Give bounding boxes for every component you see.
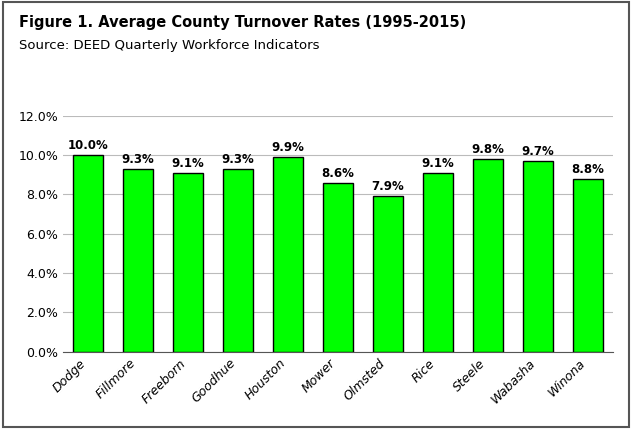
Text: 9.9%: 9.9% xyxy=(272,141,305,154)
Text: 9.1%: 9.1% xyxy=(172,157,205,170)
Text: 8.6%: 8.6% xyxy=(322,167,355,180)
Bar xyxy=(323,183,353,352)
Bar xyxy=(123,169,153,352)
Text: 9.8%: 9.8% xyxy=(471,143,504,156)
Bar xyxy=(173,173,203,352)
Text: 9.3%: 9.3% xyxy=(222,153,255,166)
Bar xyxy=(573,179,603,352)
Text: 9.1%: 9.1% xyxy=(422,157,454,170)
Text: 9.3%: 9.3% xyxy=(122,153,155,166)
Text: 9.7%: 9.7% xyxy=(521,145,554,158)
Text: 8.8%: 8.8% xyxy=(571,163,604,176)
Bar xyxy=(73,155,103,352)
Bar xyxy=(473,159,503,352)
Bar xyxy=(423,173,453,352)
Text: Figure 1. Average County Turnover Rates (1995-2015): Figure 1. Average County Turnover Rates … xyxy=(19,15,466,30)
Bar xyxy=(273,157,303,352)
Text: 7.9%: 7.9% xyxy=(372,181,404,193)
Bar xyxy=(373,196,403,352)
Text: 10.0%: 10.0% xyxy=(68,139,109,152)
Bar xyxy=(223,169,253,352)
Bar xyxy=(523,161,553,352)
Text: Source: DEED Quarterly Workforce Indicators: Source: DEED Quarterly Workforce Indicat… xyxy=(19,39,319,52)
